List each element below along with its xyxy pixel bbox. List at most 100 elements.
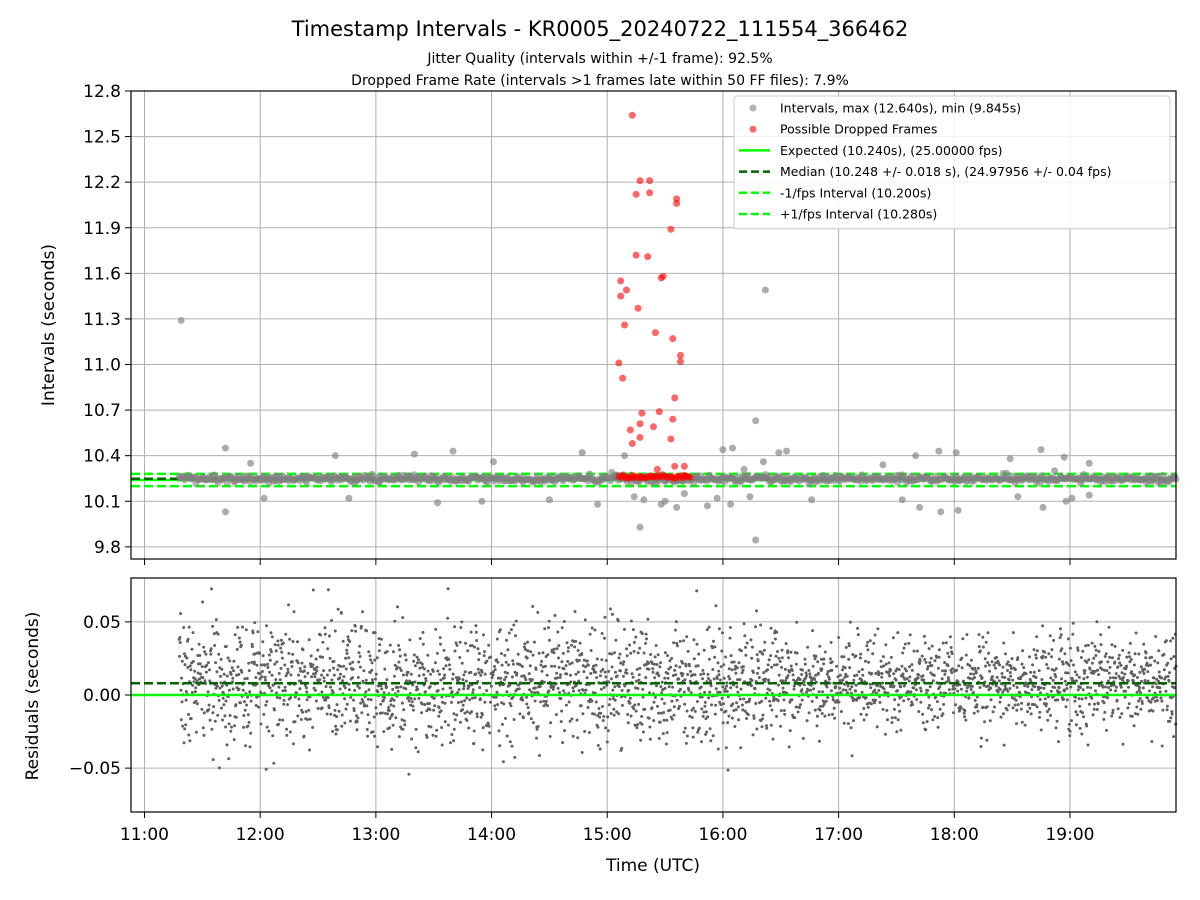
residual-point [1072,663,1075,667]
residual-point [1088,667,1092,671]
residual-point [551,687,555,691]
intervals-y-tick-label: 12.5 [83,128,121,148]
residual-point [789,650,793,654]
residual-point [442,676,446,680]
residual-point [583,618,587,622]
residual-point [976,666,980,670]
residual-point [1042,686,1046,690]
residual-point [218,686,222,690]
residual-point [663,676,667,680]
residual-point [1074,695,1078,699]
residual-point [453,718,457,722]
residual-point [322,676,326,680]
residual-point [752,716,756,720]
residual-point [497,729,501,733]
residual-point [409,672,413,676]
residual-point [235,647,239,651]
residual-point [269,648,273,652]
residual-point [577,658,581,662]
residual-point [844,672,848,676]
residual-point [1124,689,1127,693]
residual-point [1084,696,1088,700]
residual-point [944,641,948,645]
residual-point [1038,715,1041,719]
residual-point [540,669,544,673]
residual-point [424,677,428,680]
residual-point [552,651,556,655]
residual-point [578,641,582,645]
residual-point [656,653,660,657]
residual-point [1022,666,1026,670]
residual-point [734,708,738,712]
residual-point [854,654,858,658]
residual-point [804,671,808,675]
dropped-frame-point [628,111,636,119]
residual-point [422,667,426,671]
residual-point [274,678,278,682]
residual-point [905,677,909,681]
residual-point [1117,657,1121,661]
residual-point [483,650,486,654]
residual-point [1053,686,1057,689]
residual-point [1016,656,1020,660]
residual-point [425,709,429,713]
residual-point [733,667,737,671]
dropped-frame-point [636,177,644,185]
interval-point-outlier [640,496,648,504]
residual-point [917,710,921,713]
residual-point [636,651,640,655]
residual-point [1095,620,1099,624]
residual-point [736,678,740,682]
residual-point [211,711,215,715]
residual-point [291,742,295,746]
residual-point [1006,669,1009,672]
residual-point [881,707,885,711]
residual-point [450,690,454,694]
residual-point [425,735,429,739]
residual-point [190,647,194,651]
residual-point [666,672,670,675]
residual-point [588,632,592,636]
residual-point [509,704,513,708]
residual-point [319,633,322,637]
residual-point [859,652,863,656]
residual-point [541,651,545,655]
residual-point [853,674,856,678]
residual-point [715,677,719,680]
residual-point [342,675,346,679]
residual-point [1131,679,1135,683]
residual-point [320,706,324,710]
residual-point [302,669,306,673]
residual-point [634,709,638,713]
residual-point [982,684,986,688]
residual-point [611,688,615,692]
residual-point [1054,667,1058,671]
residual-point [941,641,945,645]
residual-point [1013,703,1017,707]
residual-point [756,671,759,675]
residual-point [737,718,741,722]
residual-point [520,696,524,700]
residual-point [284,632,288,636]
x-tick-label: 14:00 [467,825,516,845]
residual-point [458,640,462,644]
residual-point [503,670,507,674]
residual-point [191,683,195,687]
residual-point [972,691,975,694]
residual-point [672,713,676,717]
residual-point [233,633,237,637]
residual-point [475,715,479,719]
residual-point [1137,699,1140,703]
residual-point [516,652,520,656]
interval-point-outlier [434,499,442,507]
residual-point [780,665,784,669]
residual-point [396,605,399,609]
residual-point [237,687,241,691]
residual-point [460,700,463,704]
residual-point [440,726,444,729]
residual-point [655,663,659,666]
residual-point [973,699,977,702]
residual-point [695,642,699,646]
residual-point [720,696,724,700]
residual-point [211,758,215,762]
